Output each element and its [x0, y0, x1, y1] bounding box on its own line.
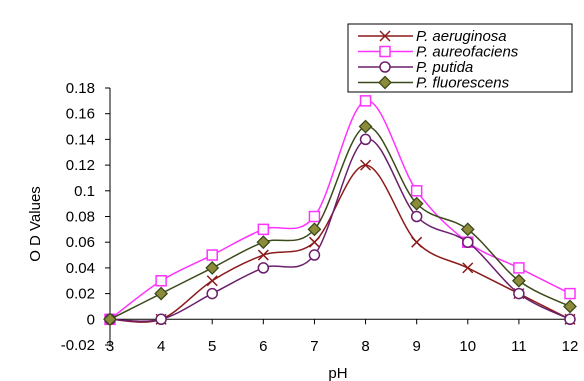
y-tick-label: 0.06: [66, 234, 95, 251]
data-point: [513, 287, 525, 300]
y-tick-label: 0.02: [66, 286, 95, 303]
data-point: [460, 222, 475, 237]
y-tick-label: 0.16: [66, 106, 95, 123]
legend-item: P. putida: [358, 59, 473, 76]
x-tick-label: 10: [459, 338, 476, 355]
data-point: [511, 273, 526, 288]
series-4: [103, 119, 577, 327]
data-point: [564, 313, 576, 326]
data-point: [257, 262, 270, 274]
x-tick-label: 8: [361, 338, 369, 355]
data-point: [155, 313, 167, 326]
data-point: [205, 260, 220, 275]
y-tick-label: 0.08: [66, 209, 95, 226]
data-point: [308, 249, 321, 261]
data-point: [256, 235, 271, 250]
data-point: [462, 236, 474, 248]
data-point: [564, 287, 576, 300]
x-tick-label: 7: [310, 338, 318, 355]
data-point: [307, 222, 322, 237]
data-point: [359, 133, 372, 146]
legend-label: P. fluorescens: [416, 75, 510, 92]
x-tick-label: 12: [562, 338, 579, 355]
data-point: [411, 236, 423, 248]
data-point: [206, 275, 218, 287]
y-tick-label: 0.04: [66, 260, 95, 277]
series-line: [109, 138, 571, 322]
data-point: [358, 119, 373, 134]
data-point: [308, 236, 320, 248]
y-tick-label: 0: [87, 311, 95, 328]
data-point: [360, 159, 372, 171]
series-line: [109, 125, 571, 320]
data-point: [154, 286, 169, 301]
data-point: [462, 262, 474, 274]
legend-item: P. aureofaciens: [358, 44, 519, 61]
y-tick-label: 0.18: [66, 80, 95, 97]
y-tick-label: 0.1: [74, 183, 95, 200]
series-1: [104, 159, 576, 325]
data-point: [103, 312, 117, 327]
x-axis-title: pH: [328, 365, 347, 381]
data-point: [257, 223, 270, 236]
data-point: [308, 210, 321, 223]
x-tick-label: 6: [259, 338, 267, 355]
data-point: [155, 275, 167, 287]
series-layer: [103, 95, 577, 327]
y-tick-label: 0.14: [66, 131, 95, 148]
data-point: [409, 196, 424, 211]
data-point: [359, 95, 372, 107]
legend-item: P. aeruginosa: [358, 28, 507, 45]
y-axis-title: O D Values: [27, 186, 44, 262]
x-tick-label: 4: [157, 338, 165, 355]
x-tick-label: 11: [511, 338, 527, 355]
data-point: [513, 262, 525, 274]
legend-label: P. aureofaciens: [416, 44, 519, 61]
legend-marker: [379, 30, 391, 42]
legend-marker: [379, 61, 391, 73]
legend-label: P. aeruginosa: [416, 28, 507, 45]
legend-marker: [379, 45, 391, 58]
y-tick-label: 0.12: [66, 157, 95, 174]
y-tick-label: -0.02: [61, 337, 95, 354]
series-2: [104, 95, 576, 326]
data-point: [410, 210, 423, 223]
legend-item: P. fluorescens: [358, 75, 510, 92]
legend-label: P. putida: [416, 59, 473, 76]
series-line: [109, 100, 571, 320]
x-axis-ticks: 3 4 5 6 7 8 9 10 11 12: [106, 319, 579, 355]
x-tick-label: 3: [106, 338, 114, 355]
data-point: [563, 299, 577, 314]
legend-marker: [378, 75, 392, 90]
plot-area: [109, 88, 570, 345]
series-line: [109, 164, 571, 323]
data-point: [257, 249, 269, 261]
y-axis-ticks: -0.02 0 0.02 0.04 0.06 0.08 0.1 0.12 0.14 0.16 0.1…: [61, 80, 110, 354]
data-point: [206, 249, 218, 261]
x-tick-label: 5: [208, 338, 216, 355]
data-point: [410, 185, 423, 197]
x-tick-label: 9: [412, 338, 420, 355]
series-3: [104, 133, 576, 326]
data-point: [206, 287, 218, 300]
